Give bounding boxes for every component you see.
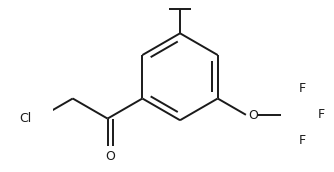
Text: F: F (299, 82, 306, 95)
Text: F: F (318, 108, 325, 121)
Text: Cl: Cl (19, 112, 31, 125)
Text: O: O (248, 109, 258, 122)
Text: F: F (299, 134, 306, 147)
Text: O: O (105, 150, 115, 163)
